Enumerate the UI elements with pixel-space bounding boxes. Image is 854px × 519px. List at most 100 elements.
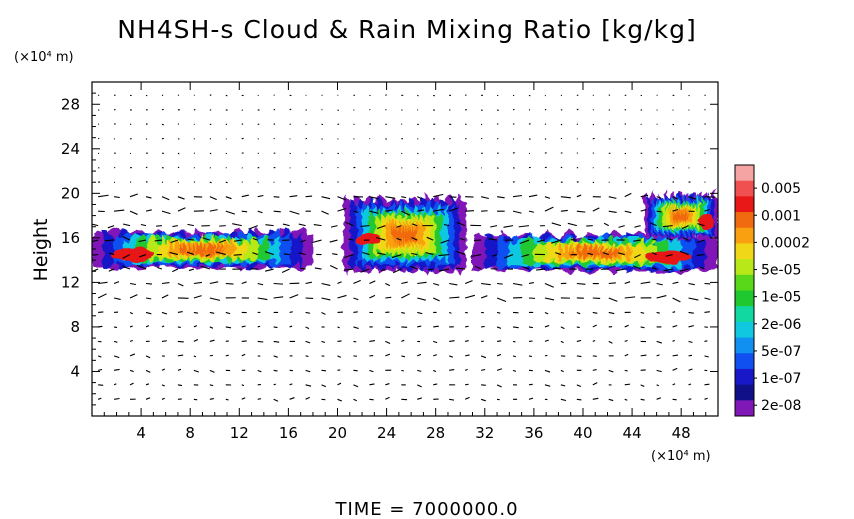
wind-vector bbox=[156, 225, 163, 227]
wind-vector bbox=[273, 355, 278, 358]
wind-vector bbox=[608, 94, 611, 96]
wind-vector bbox=[305, 384, 312, 387]
x-tick-label: 4 bbox=[136, 424, 146, 442]
wind-vector bbox=[672, 196, 679, 200]
wind-vector bbox=[592, 397, 599, 400]
wind-vector bbox=[512, 326, 519, 329]
wind-vector bbox=[512, 152, 515, 154]
wind-vector bbox=[232, 223, 242, 227]
wind-vector bbox=[496, 340, 502, 342]
wind-vector bbox=[353, 398, 357, 402]
wind-vector bbox=[640, 209, 647, 212]
wind-vector bbox=[177, 166, 180, 169]
wind-vector bbox=[257, 210, 263, 214]
wind-vector bbox=[464, 280, 473, 285]
wind-vector bbox=[496, 167, 499, 169]
wind-vector bbox=[257, 194, 264, 198]
wind-vector bbox=[624, 138, 627, 140]
wind-vector bbox=[113, 281, 120, 285]
wind-vector bbox=[521, 254, 530, 258]
wind-vector bbox=[264, 268, 274, 272]
wind-vector bbox=[401, 293, 410, 299]
wind-vector bbox=[544, 354, 548, 357]
wind-vector bbox=[289, 181, 292, 183]
y-tick-label: 24 bbox=[61, 140, 80, 158]
wind-vector bbox=[177, 326, 181, 329]
wind-vector bbox=[241, 384, 245, 387]
wind-vector bbox=[634, 254, 641, 259]
wind-vector bbox=[624, 181, 627, 183]
wind-vector bbox=[145, 123, 148, 125]
wind-vector bbox=[375, 236, 386, 241]
wind-vector bbox=[576, 194, 582, 198]
wind-vector bbox=[544, 339, 549, 342]
wind-vector bbox=[551, 222, 562, 227]
wind-vector bbox=[512, 123, 515, 125]
x-tick-label: 20 bbox=[328, 424, 347, 442]
wind-vector bbox=[449, 340, 455, 342]
wind-vector bbox=[560, 311, 565, 314]
wind-vector bbox=[313, 224, 322, 227]
colorbar-label: 1e-05 bbox=[761, 290, 801, 306]
wind-vector bbox=[145, 196, 152, 199]
wind-vector bbox=[98, 194, 109, 198]
colorbar: 0.005 0.001 0.0002 5e-05 1e-05 2e-06 5e-07 1e-0… bbox=[734, 164, 810, 417]
wind-vector bbox=[471, 254, 482, 258]
wind-vector bbox=[688, 282, 695, 286]
wind-vector bbox=[672, 339, 675, 342]
wind-vector bbox=[209, 354, 213, 357]
wind-vector bbox=[186, 251, 195, 256]
wind-vector bbox=[555, 252, 562, 256]
wind-vector bbox=[592, 123, 595, 126]
wind-vector bbox=[209, 281, 219, 285]
colorbar-swatch bbox=[735, 212, 754, 229]
wind-vector bbox=[233, 239, 242, 242]
wind-vector bbox=[161, 282, 170, 285]
wind-vector bbox=[592, 311, 598, 314]
wind-vector bbox=[536, 268, 545, 271]
wind-vector bbox=[209, 209, 218, 212]
wind-vector bbox=[129, 353, 136, 357]
wind-vector bbox=[587, 252, 593, 256]
wind-vector bbox=[391, 254, 402, 259]
wind-vector bbox=[193, 325, 198, 328]
wind-vector bbox=[241, 194, 249, 198]
wind-vector bbox=[385, 283, 391, 287]
colorbar-swatch bbox=[735, 196, 754, 213]
wind-vector bbox=[528, 138, 531, 140]
wind-vector bbox=[449, 368, 455, 371]
wind-vector bbox=[665, 254, 673, 257]
wind-vector bbox=[640, 194, 649, 198]
wind-vector bbox=[401, 196, 407, 199]
wind-vector bbox=[608, 340, 613, 344]
wind-vector bbox=[200, 265, 211, 270]
wind-vector bbox=[122, 265, 131, 270]
wind-vector bbox=[396, 237, 402, 241]
y-axis: 4 8 12 16 20 24 28 bbox=[61, 92, 718, 406]
wind-vector bbox=[337, 281, 342, 285]
wind-vector bbox=[688, 325, 694, 328]
colorbar-swatch bbox=[735, 259, 754, 276]
time-label: TIME = 7000000.0 bbox=[334, 499, 518, 519]
wind-vector bbox=[688, 196, 697, 200]
wind-vector bbox=[433, 297, 440, 302]
wind-vector bbox=[544, 297, 555, 301]
wind-vector bbox=[369, 166, 372, 169]
wind-vector bbox=[129, 311, 134, 315]
wind-vector bbox=[544, 196, 551, 199]
wind-vector bbox=[161, 210, 171, 215]
wind-vector bbox=[98, 368, 103, 371]
wind-vector bbox=[241, 325, 246, 328]
wind-vector bbox=[321, 340, 326, 344]
wind-vector bbox=[512, 282, 523, 286]
wind-vector bbox=[145, 311, 152, 315]
colorbar-swatch bbox=[735, 290, 754, 307]
wind-vector bbox=[576, 355, 582, 358]
wind-vector bbox=[634, 225, 641, 228]
wind-vector bbox=[496, 282, 503, 285]
wind-vector bbox=[432, 181, 435, 183]
wind-vector bbox=[465, 340, 469, 342]
wind-vector bbox=[464, 396, 470, 400]
wind-vector bbox=[289, 311, 293, 313]
